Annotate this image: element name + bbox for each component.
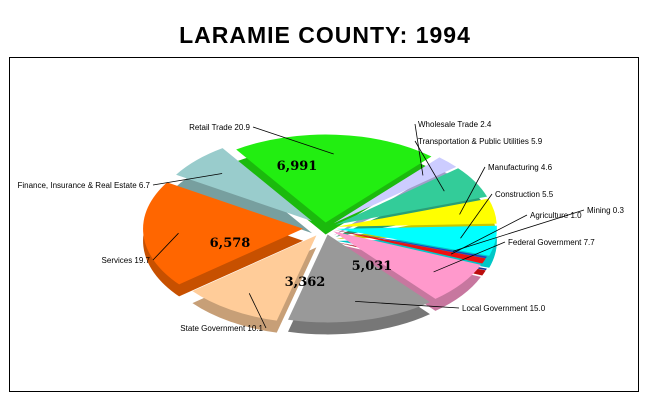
chart-title: LARAMIE COUNTY: 1994 (179, 22, 471, 48)
leader-line-wholesale-trade (414, 123, 424, 176)
pie-slice-construction (336, 225, 497, 256)
pie-slice-local-government (288, 234, 430, 323)
pie-slice-mining (334, 229, 487, 259)
slice-label-manufacturing: Manufacturing 4.6 (488, 163, 553, 172)
slice-label-transportation-public-utilities: Transportation & Public Utilities 5.9 (418, 137, 543, 146)
pie-slice-state-government (192, 235, 317, 321)
slice-label-mining: Mining 0.3 (587, 206, 624, 215)
pie-slice-wholesale-trade (333, 157, 457, 224)
slice-label-agriculture: Agriculture 1.0 (530, 211, 582, 220)
leader-line-transportation-public-utilities (414, 140, 445, 192)
leader-line-federal-government (433, 241, 506, 273)
slice-count-services: 6,578 (210, 236, 251, 251)
pie-slice-transportation-public-utilities (335, 168, 488, 225)
pie-slice-retail-trade (236, 134, 432, 223)
pie-slice-services (143, 182, 304, 285)
leader-line-services (152, 232, 179, 261)
leader-line-finance-insurance-real-estate (152, 173, 223, 186)
slice-label-wholesale-trade: Wholesale Trade 2.4 (418, 120, 492, 129)
leader-line-state-government (248, 293, 267, 329)
leader-line-mining (452, 209, 585, 252)
slice-count-local-government: 5,031 (352, 259, 393, 274)
pie-slice-federal-government (333, 231, 481, 299)
slice-label-federal-government: Federal Government 7.7 (508, 238, 595, 247)
leader-line-construction (460, 193, 493, 239)
pie-slice-agriculture (334, 229, 486, 264)
pie-slice-finance-insurance-real-estate (176, 148, 313, 222)
slice-count-state-government: 3,362 (285, 275, 326, 290)
leader-line-agriculture (450, 214, 528, 255)
slice-count-retail-trade: 6,991 (277, 159, 318, 174)
slice-label-finance-insurance-real-estate: Finance, Insurance & Real Estate 6.7 (17, 181, 150, 190)
slice-label-state-government: State Government 10.1 (180, 324, 263, 333)
plot-frame (9, 57, 639, 392)
leader-line-retail-trade (252, 126, 334, 155)
slice-label-construction: Construction 5.5 (495, 190, 554, 199)
leader-line-manufacturing (459, 166, 486, 215)
slice-label-services: Services 19.7 (102, 256, 151, 265)
slice-label-retail-trade: Retail Trade 20.9 (189, 123, 250, 132)
pie-slice-manufacturing (336, 198, 497, 227)
leader-line-local-government (355, 300, 460, 309)
slice-label-local-government: Local Government 15.0 (462, 304, 546, 313)
